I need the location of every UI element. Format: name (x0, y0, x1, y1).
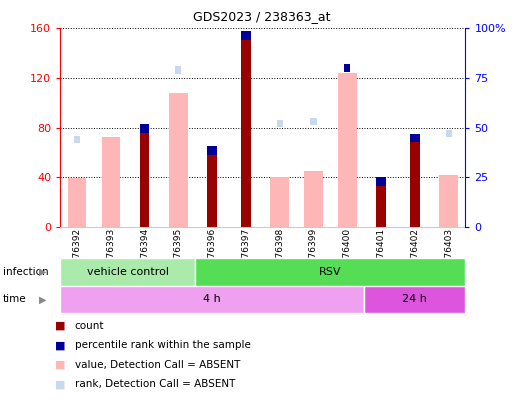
Bar (377, 177, 386, 227)
Bar (311, 118, 316, 125)
Text: GDS2023 / 238363_at: GDS2023 / 238363_at (193, 10, 330, 23)
Text: ▶: ▶ (39, 267, 47, 277)
Bar (364, 286, 465, 313)
Bar (175, 66, 181, 74)
Text: RSV: RSV (319, 267, 342, 277)
Bar (208, 146, 217, 227)
Text: rank, Detection Call = ABSENT: rank, Detection Call = ABSENT (75, 379, 235, 389)
Text: 24 h: 24 h (402, 294, 427, 304)
Text: count: count (75, 321, 104, 331)
Text: ■: ■ (55, 321, 65, 331)
Bar (60, 286, 364, 313)
Bar (304, 171, 323, 227)
Bar (140, 124, 150, 132)
Text: 4 h: 4 h (203, 294, 221, 304)
Bar (68, 179, 86, 227)
Text: time: time (3, 294, 26, 304)
Bar (410, 134, 419, 227)
Bar (277, 120, 283, 127)
Bar (410, 134, 419, 143)
Text: percentile rank within the sample: percentile rank within the sample (75, 341, 251, 350)
Bar (140, 124, 150, 227)
Bar (74, 136, 80, 143)
Text: ■: ■ (55, 341, 65, 350)
Bar (446, 130, 452, 137)
Bar (377, 177, 386, 186)
Bar (439, 175, 458, 227)
Bar (60, 258, 195, 286)
Bar (344, 64, 350, 72)
Bar (270, 177, 289, 227)
Text: infection: infection (3, 267, 48, 277)
Text: ■: ■ (55, 360, 65, 370)
Text: ▶: ▶ (39, 294, 47, 304)
Text: vehicle control: vehicle control (87, 267, 169, 277)
Text: value, Detection Call = ABSENT: value, Detection Call = ABSENT (75, 360, 240, 370)
Bar (195, 258, 465, 286)
Bar (101, 138, 120, 227)
Bar (208, 146, 217, 155)
Bar (338, 73, 357, 227)
Text: ■: ■ (55, 379, 65, 389)
Bar (241, 31, 251, 227)
Bar (241, 31, 251, 40)
Bar (169, 93, 188, 227)
